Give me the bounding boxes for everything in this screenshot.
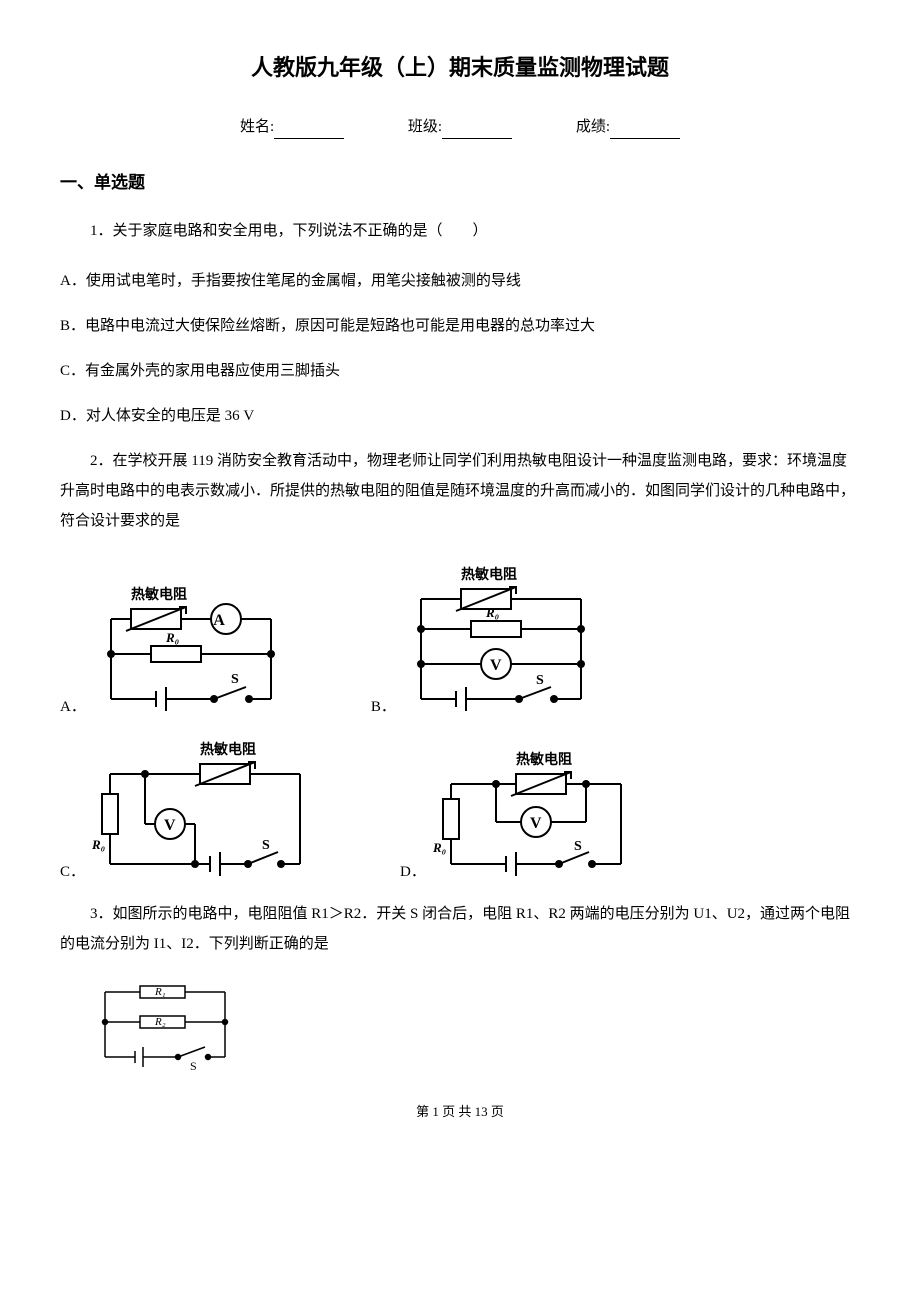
q2-optC-label: C． bbox=[60, 860, 85, 884]
q2-circuit-a: A． bbox=[60, 569, 291, 719]
voltmeter-label-d: V bbox=[530, 815, 542, 832]
ammeter-label: A bbox=[213, 612, 225, 629]
thermistor-label-b: 热敏电阻 bbox=[461, 566, 517, 583]
page-title: 人教版九年级（上）期末质量监测物理试题 bbox=[60, 50, 860, 85]
q2-circuit-c: C． bbox=[60, 734, 320, 884]
q2-optA-label: A． bbox=[60, 695, 86, 719]
r0-label-d: R₀ bbox=[432, 840, 446, 855]
switch-label-d: S bbox=[574, 839, 582, 854]
q1-optD: D．对人体安全的电压是 36 V bbox=[60, 401, 860, 431]
switch-label: S bbox=[231, 672, 239, 687]
thermistor-label-d: 热敏电阻 bbox=[516, 751, 572, 768]
score-field: 成绩: bbox=[576, 115, 680, 139]
section-title: 一、单选题 bbox=[60, 169, 860, 196]
q2-row1: A． bbox=[60, 554, 860, 719]
score-label: 成绩: bbox=[576, 119, 610, 135]
name-label: 姓名: bbox=[240, 119, 274, 135]
r1-label: R₁ bbox=[154, 986, 166, 998]
class-label: 班级: bbox=[408, 119, 442, 135]
voltmeter-label-b: V bbox=[490, 657, 502, 674]
q2-circuit-d: D． bbox=[400, 744, 641, 884]
q1-optB: B．电路中电流过大使保险丝熔断，原因可能是短路也可能是用电器的总功率过大 bbox=[60, 311, 860, 341]
circuit-b-svg: 热敏电阻 R₀ V S bbox=[401, 554, 601, 719]
switch-label-b: S bbox=[536, 673, 544, 688]
q2-optB-label: B． bbox=[371, 695, 396, 719]
r2-label: R₂ bbox=[154, 1016, 166, 1028]
circuit-d-svg: 热敏电阻 R₀ V S bbox=[431, 744, 641, 884]
page-footer: 第 1 页 共 13 页 bbox=[60, 1102, 860, 1123]
q1-optA: A．使用试电笔时，手指要按住笔尾的金属帽，用笔尖接触被测的导线 bbox=[60, 266, 860, 296]
name-blank bbox=[274, 124, 344, 139]
thermistor-label: 热敏电阻 bbox=[131, 586, 187, 603]
name-field: 姓名: bbox=[240, 115, 344, 139]
header-fields: 姓名: 班级: 成绩: bbox=[60, 115, 860, 139]
r0-label-c: R₀ bbox=[91, 837, 105, 852]
q2-row2: C． bbox=[60, 734, 860, 884]
r0-label-b: R₀ bbox=[485, 605, 499, 620]
circuit-c-svg: 热敏电阻 R₀ V S bbox=[90, 734, 320, 884]
class-blank bbox=[442, 124, 512, 139]
r0-label: R₀ bbox=[165, 630, 179, 645]
q2-circuit-b: B． bbox=[371, 554, 601, 719]
class-field: 班级: bbox=[408, 115, 512, 139]
score-blank bbox=[610, 124, 680, 139]
q2-stem: 2．在学校开展 119 消防安全教育活动中，物理老师让同学们利用热敏电阻设计一种… bbox=[60, 446, 860, 536]
switch-label-c: S bbox=[262, 838, 270, 853]
circuit-a-svg: 热敏电阻 A R₀ S bbox=[91, 569, 291, 719]
q2-optD-label: D． bbox=[400, 860, 426, 884]
q1-optC: C．有金属外壳的家用电器应使用三脚插头 bbox=[60, 356, 860, 386]
q3-stem: 3．如图所示的电路中，电阻阻值 R1＞R2．开关 S 闭合后，电阻 R1、R2 … bbox=[60, 899, 860, 959]
q3-circuit: R₁ R₂ S bbox=[90, 977, 860, 1072]
q1-stem: 1．关于家庭电路和安全用电，下列说法不正确的是（ ） bbox=[60, 216, 860, 246]
switch-label-q3: S bbox=[190, 1059, 197, 1072]
thermistor-label-c: 热敏电阻 bbox=[200, 741, 256, 758]
voltmeter-label-c: V bbox=[164, 817, 176, 834]
